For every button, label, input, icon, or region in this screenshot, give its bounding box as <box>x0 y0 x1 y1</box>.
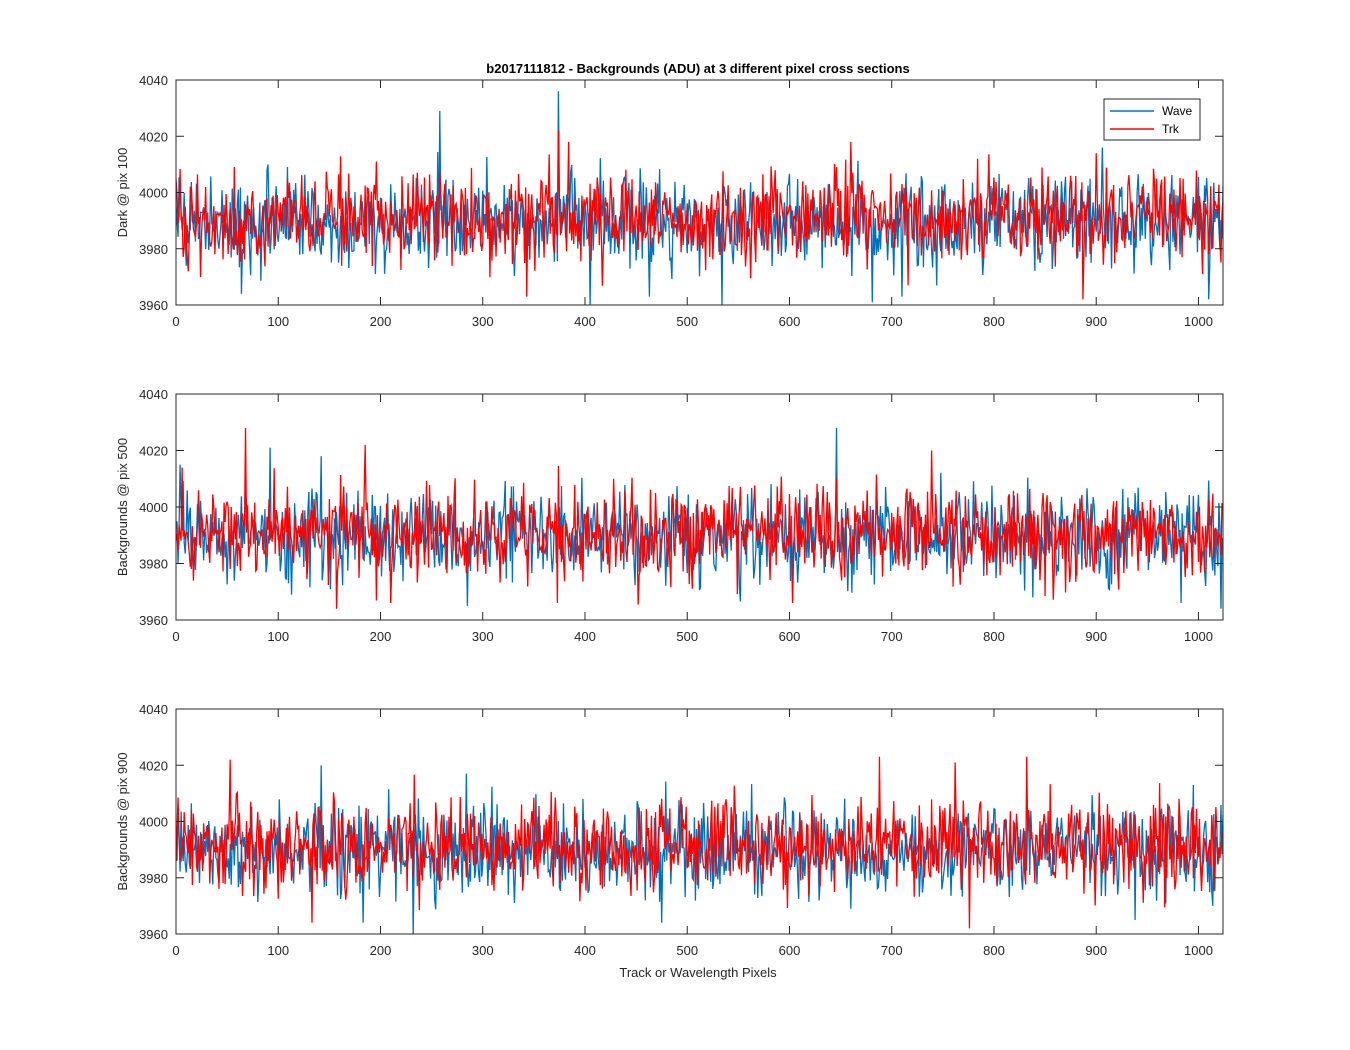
x-tick-label: 500 <box>676 314 698 329</box>
legend: Wave Trk <box>1103 98 1201 141</box>
x-tick-label: 200 <box>370 943 392 958</box>
y-axis-label: Backgrounds @ pix 500 <box>115 438 130 576</box>
x-tick-label: 300 <box>472 943 494 958</box>
series-line-trk <box>176 130 1223 300</box>
x-tick-label: 600 <box>779 943 801 958</box>
x-tick-label: 900 <box>1085 629 1107 644</box>
y-tick-label: 4020 <box>139 758 168 773</box>
x-tick-label: 900 <box>1085 943 1107 958</box>
x-tick-label: 200 <box>370 629 392 644</box>
y-tick-label: 4000 <box>139 186 168 201</box>
y-tick-label: 3960 <box>139 298 168 313</box>
x-tick-label: 800 <box>983 629 1005 644</box>
legend-label-trk: Trk <box>1162 122 1180 136</box>
x-tick-label: 100 <box>267 943 289 958</box>
legend-box <box>1103 98 1201 141</box>
x-tick-label: 300 <box>472 629 494 644</box>
x-tick-label: 400 <box>574 314 596 329</box>
x-tick-label: 900 <box>1085 314 1107 329</box>
x-tick-label: 1000 <box>1184 943 1213 958</box>
subplots: 0 100 200 300 400 500 600 700 800 900 100039603980… <box>115 73 1224 958</box>
x-tick-label: 1000 <box>1184 314 1213 329</box>
x-tick-label: 500 <box>676 629 698 644</box>
x-tick-label: 300 <box>472 314 494 329</box>
y-tick-label: 4000 <box>139 815 168 830</box>
y-tick-label: 3980 <box>139 871 168 886</box>
x-tick-label: 0 <box>172 314 179 329</box>
y-tick-label: 4020 <box>139 444 168 459</box>
y-tick-label: 3980 <box>139 242 168 257</box>
subplot-1: 0 100 200 300 400 500 600 700 800 900 1000 3960 3980… <box>115 73 1224 329</box>
x-tick-label: 700 <box>881 314 903 329</box>
x-tick-label: 800 <box>983 943 1005 958</box>
series-line-trk <box>176 427 1223 609</box>
x-tick-label: 600 <box>779 629 801 644</box>
x-tick-label: 700 <box>881 943 903 958</box>
x-axis-label: Track or Wavelength Pixels <box>619 965 777 980</box>
figure-title: b2017111812 - Backgrounds (ADU) at 3 dif… <box>486 61 909 76</box>
y-tick-label: 3980 <box>139 557 168 572</box>
x-tick-label: 1000 <box>1184 629 1213 644</box>
subplot-3: 0 100 200 300 400 500 600 700 800 900 1000 3960 3980… <box>115 702 1224 958</box>
y-tick-label: 4040 <box>139 702 168 717</box>
y-tick-label: 4040 <box>139 387 168 402</box>
y-axis-label: Backgrounds @ pix 900 <box>115 752 130 890</box>
subplot-2: 0 100 200 300 400 500 600 700 800 900 1000 3960 3980… <box>115 387 1224 644</box>
y-tick-label: 3960 <box>139 613 168 628</box>
x-tick-label: 100 <box>267 314 289 329</box>
x-tick-label: 500 <box>676 943 698 958</box>
y-tick-label: 4040 <box>139 73 168 88</box>
x-tick-label: 400 <box>574 943 596 958</box>
legend-label-wave: Wave <box>1162 104 1193 118</box>
x-tick-label: 100 <box>267 629 289 644</box>
x-tick-label: 200 <box>370 314 392 329</box>
series-line-trk <box>176 756 1223 929</box>
y-axis-label: Dark @ pix 100 <box>115 148 130 238</box>
y-tick-label: 4000 <box>139 500 168 515</box>
y-tick-label: 4020 <box>139 129 168 144</box>
x-tick-label: 700 <box>881 629 903 644</box>
y-tick-label: 3960 <box>139 927 168 942</box>
x-tick-label: 600 <box>779 314 801 329</box>
x-tick-label: 400 <box>574 629 596 644</box>
x-tick-label: 0 <box>172 943 179 958</box>
series-line-wave <box>176 427 1223 609</box>
x-tick-label: 0 <box>172 629 179 644</box>
x-tick-label: 800 <box>983 314 1005 329</box>
